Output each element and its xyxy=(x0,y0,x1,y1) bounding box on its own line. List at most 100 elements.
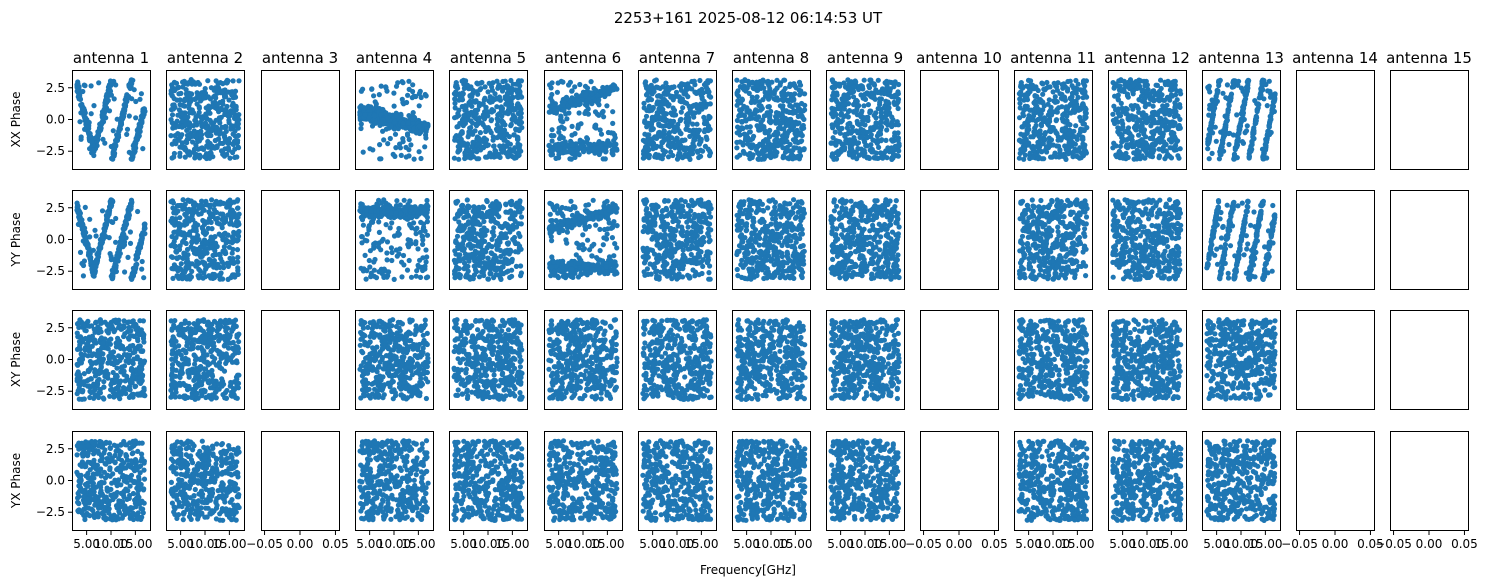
data-point xyxy=(180,197,186,203)
data-point xyxy=(404,374,410,381)
data-point xyxy=(404,350,410,356)
data-point xyxy=(197,245,203,251)
data-point xyxy=(114,503,120,509)
data-point xyxy=(219,471,225,477)
data-point xyxy=(188,332,194,338)
data-point xyxy=(381,273,387,279)
data-point xyxy=(138,458,144,464)
data-point xyxy=(127,492,133,499)
data-point xyxy=(117,396,123,402)
data-point xyxy=(177,150,183,156)
panel-r2-a3 xyxy=(261,190,340,290)
x-tick-label: 0.05 xyxy=(322,537,349,551)
data-point xyxy=(108,486,114,492)
data-point xyxy=(406,78,412,84)
data-point xyxy=(93,259,99,265)
data-point xyxy=(367,393,373,399)
data-point xyxy=(207,361,213,367)
y-axis-label-row-2: YY Phase xyxy=(9,212,23,267)
data-point xyxy=(391,90,397,96)
data-point xyxy=(191,128,197,134)
data-point xyxy=(75,388,81,394)
data-point xyxy=(207,202,214,208)
data-point xyxy=(74,202,81,208)
data-point xyxy=(128,203,134,209)
data-point xyxy=(410,346,416,352)
data-point xyxy=(204,352,210,358)
data-point xyxy=(233,450,239,457)
data-point xyxy=(102,140,108,146)
data-point xyxy=(406,257,412,264)
data-point xyxy=(410,110,416,116)
data-point xyxy=(176,91,182,97)
data-point xyxy=(183,446,189,452)
data-point xyxy=(357,366,363,372)
data-point xyxy=(200,491,206,497)
x-axis-label: Frequency[GHz] xyxy=(700,563,796,577)
data-point xyxy=(141,275,147,281)
data-point xyxy=(130,450,136,456)
data-point xyxy=(222,499,228,505)
data-point xyxy=(208,143,214,149)
panel-frame xyxy=(261,190,340,290)
data-point xyxy=(78,476,84,482)
data-point xyxy=(202,86,208,92)
panel-title-3: antenna 3 xyxy=(262,49,338,67)
data-point xyxy=(208,132,214,139)
data-point xyxy=(108,253,114,260)
data-point xyxy=(122,225,128,231)
data-point xyxy=(212,137,218,144)
data-point xyxy=(225,276,231,282)
data-point xyxy=(200,121,206,127)
data-point xyxy=(388,516,394,522)
data-point xyxy=(173,264,180,271)
data-point xyxy=(400,80,406,86)
data-point xyxy=(177,215,183,221)
data-point xyxy=(229,465,235,471)
data-point xyxy=(375,203,381,209)
data-point xyxy=(187,232,193,238)
data-point xyxy=(376,219,382,225)
data-point xyxy=(362,377,369,383)
data-point xyxy=(109,267,115,273)
data-point xyxy=(396,381,403,387)
data-point xyxy=(398,211,404,217)
data-point xyxy=(388,347,394,353)
data-point xyxy=(112,460,118,466)
data-point xyxy=(182,269,188,275)
data-point xyxy=(90,147,96,153)
data-point xyxy=(174,349,181,355)
data-point xyxy=(140,510,146,516)
data-point xyxy=(376,92,382,98)
data-point xyxy=(413,231,419,237)
data-point xyxy=(367,264,373,270)
data-point xyxy=(192,248,198,254)
data-point xyxy=(113,378,119,384)
data-point xyxy=(205,225,211,231)
data-point xyxy=(224,80,230,86)
data-point xyxy=(121,102,127,108)
data-point xyxy=(203,505,209,511)
data-point xyxy=(89,333,95,339)
data-point xyxy=(235,471,241,477)
data-point xyxy=(137,375,143,381)
data-point xyxy=(110,128,116,134)
data-point xyxy=(123,488,129,494)
data-point xyxy=(126,216,132,222)
data-point xyxy=(234,247,241,253)
data-point xyxy=(98,240,104,246)
data-point xyxy=(359,240,365,246)
data-point xyxy=(97,125,103,131)
data-point xyxy=(183,350,189,356)
data-point xyxy=(101,226,107,232)
data-point xyxy=(384,257,390,263)
data-point xyxy=(132,142,138,148)
data-point xyxy=(106,337,112,343)
data-point xyxy=(362,342,368,348)
data-point xyxy=(121,438,127,445)
data-point xyxy=(359,348,365,354)
data-point xyxy=(236,331,242,337)
data-point xyxy=(234,382,240,388)
data-point xyxy=(190,79,197,85)
